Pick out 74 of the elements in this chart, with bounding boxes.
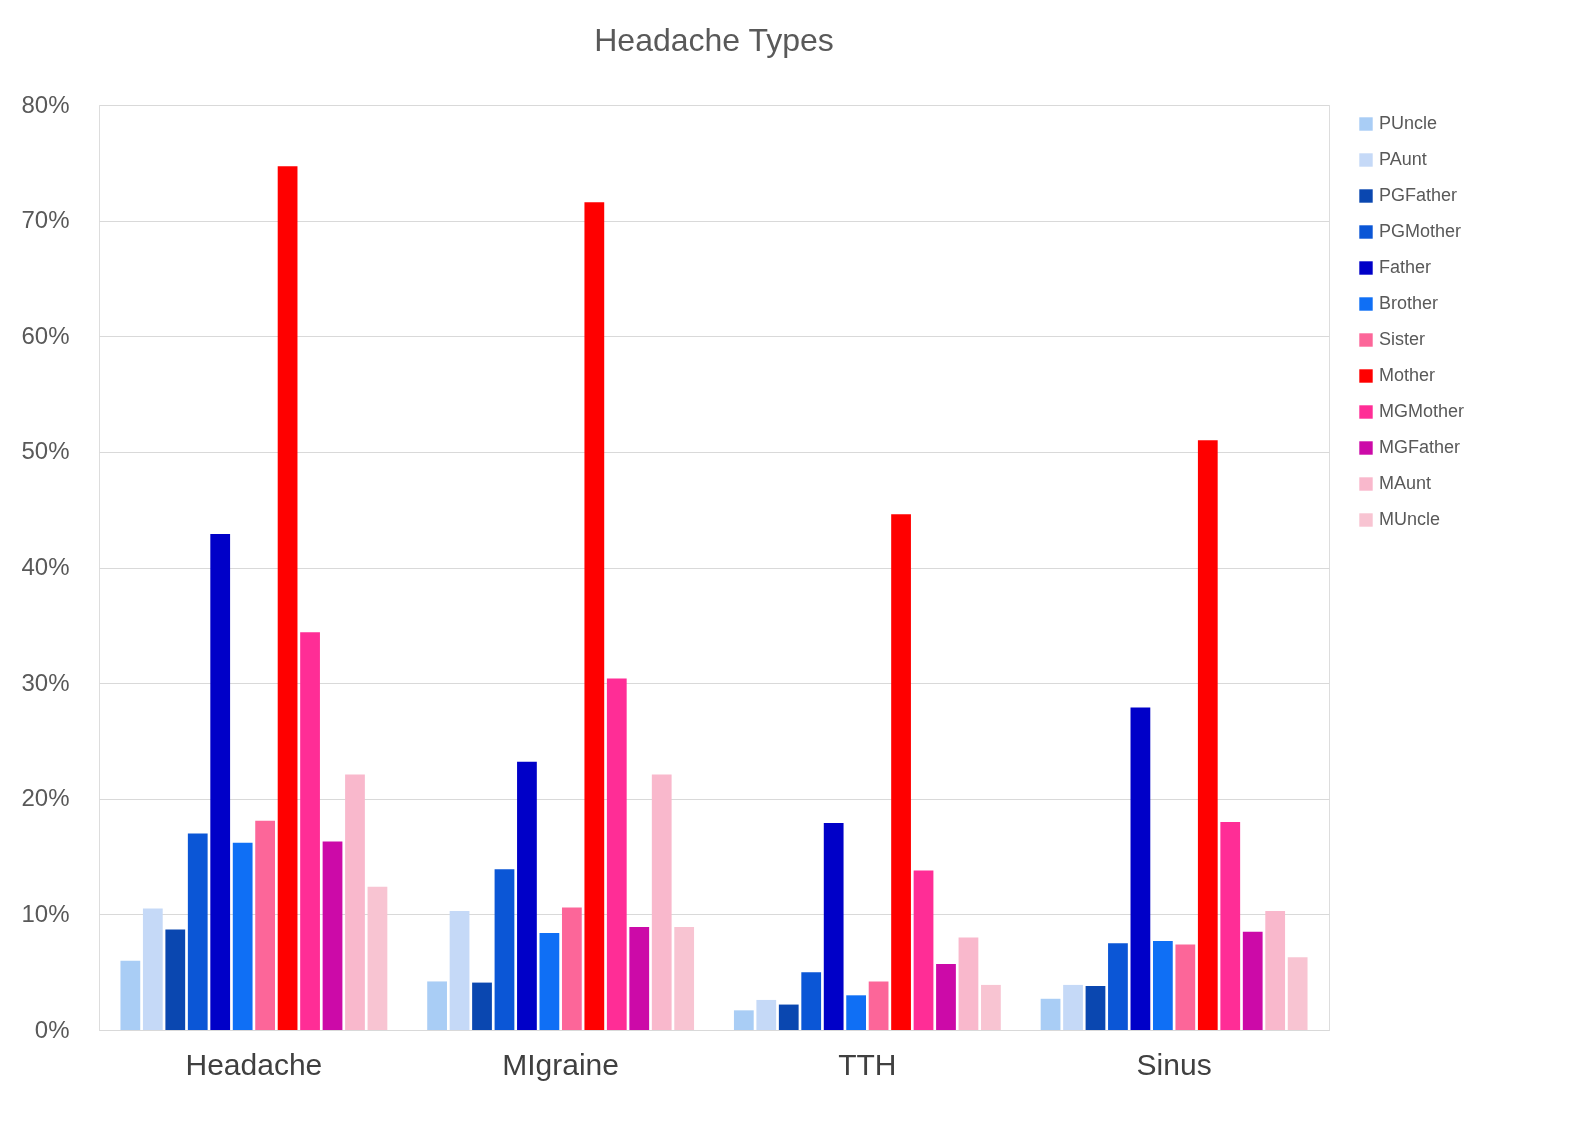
bar — [733, 1010, 754, 1030]
y-tick-label: 70% — [21, 206, 70, 234]
x-tick-label: Sinus — [1136, 1047, 1212, 1081]
bar — [561, 907, 582, 1030]
bar — [1242, 931, 1263, 1030]
bar — [674, 927, 695, 1030]
bar — [913, 870, 934, 1030]
bar — [1175, 944, 1196, 1030]
y-tick-label: 80% — [21, 90, 70, 118]
legend-label: PGFather — [1379, 185, 1458, 205]
y-tick-label: 0% — [34, 1015, 70, 1043]
bar — [1040, 998, 1061, 1030]
bar — [651, 774, 672, 1030]
bar — [778, 1004, 799, 1030]
bar — [1220, 821, 1241, 1030]
legend-label: Brother — [1379, 293, 1439, 313]
legend-label: MGFather — [1379, 437, 1461, 457]
bar — [868, 981, 889, 1030]
bar — [981, 984, 1001, 1030]
legend-label: PAunt — [1379, 149, 1427, 169]
legend-label: Mother — [1379, 365, 1436, 385]
bar — [322, 841, 343, 1030]
bar — [584, 202, 605, 1030]
bar — [517, 761, 537, 1030]
legend-label: PUncle — [1379, 113, 1438, 133]
bar — [823, 823, 844, 1030]
bar — [958, 937, 979, 1030]
y-tick-label: 20% — [21, 784, 70, 812]
bar — [300, 632, 320, 1030]
bar — [255, 820, 276, 1030]
x-tick-label: TTH — [838, 1047, 897, 1081]
legend-label: PGMother — [1379, 221, 1462, 241]
bar — [472, 982, 492, 1030]
bar — [1085, 986, 1106, 1030]
bar — [277, 166, 298, 1030]
bar — [367, 886, 388, 1030]
legend-label: MGMother — [1379, 401, 1465, 421]
bar — [449, 910, 470, 1030]
y-tick-label: 60% — [21, 321, 70, 349]
bar — [165, 929, 186, 1030]
bar — [1152, 940, 1173, 1030]
bar — [756, 999, 777, 1030]
bar — [891, 514, 911, 1030]
bar — [1063, 984, 1083, 1030]
bar — [345, 774, 365, 1030]
bar — [1108, 943, 1128, 1030]
bar — [232, 842, 253, 1030]
bar — [1265, 910, 1286, 1030]
bar — [846, 995, 867, 1030]
y-tick-label: 50% — [21, 437, 70, 465]
bar — [120, 960, 141, 1030]
bar — [1130, 707, 1151, 1030]
bar — [1287, 957, 1308, 1030]
legend-label: Father — [1379, 257, 1432, 277]
bar — [1197, 440, 1218, 1030]
chart-title: Headache Types — [594, 22, 834, 58]
bar — [427, 981, 447, 1030]
bar — [936, 964, 956, 1030]
y-tick-label: 40% — [21, 553, 70, 580]
bar — [606, 678, 627, 1030]
legend-label: MUncle — [1379, 509, 1441, 529]
x-tick-label: MIgraine — [502, 1047, 619, 1081]
bar — [494, 869, 515, 1030]
x-tick-label: Headache — [185, 1047, 323, 1081]
y-tick-label: 10% — [21, 899, 70, 927]
bar — [801, 972, 822, 1030]
bar — [210, 533, 231, 1030]
legend-label: MAunt — [1379, 473, 1432, 493]
y-tick-label: 30% — [21, 668, 70, 696]
legend-label: Sister — [1379, 329, 1426, 349]
bar — [539, 932, 560, 1030]
bar — [142, 908, 163, 1030]
bar — [187, 833, 208, 1030]
bar — [629, 927, 650, 1030]
